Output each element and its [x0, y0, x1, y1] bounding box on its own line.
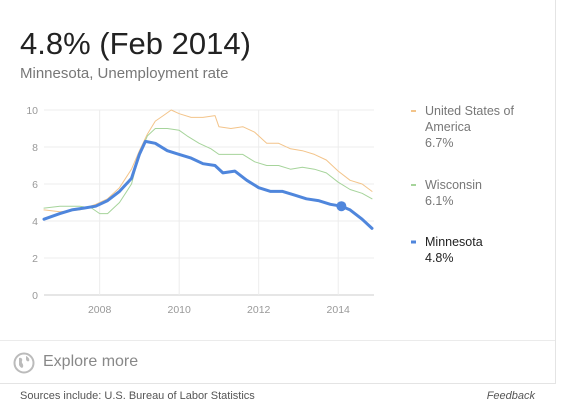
result-card: 4.8% (Feb 2014) Minnesota, Unemployment …: [0, 0, 556, 384]
legend-name-2: Wisconsin: [425, 178, 482, 192]
y-tick-label: 8: [32, 142, 38, 154]
series-line-2: [43, 128, 373, 215]
series-line-1: [43, 109, 373, 213]
x-tick-label: 2014: [327, 304, 351, 316]
legend-name-1: United States of America: [425, 104, 514, 134]
x-tick-label: 2012: [247, 304, 271, 316]
sources-text: Sources include: U.S. Bureau of Labor St…: [20, 390, 255, 402]
y-tick-label: 6: [32, 179, 38, 191]
y-tick-label: 10: [26, 105, 38, 117]
page-title: 4.8% (Feb 2014): [20, 26, 251, 61]
feedback-link[interactable]: Feedback: [486, 390, 535, 402]
globe-icon: [13, 352, 35, 374]
highlight-point: [336, 201, 347, 212]
y-tick-label: 4: [32, 216, 38, 228]
page-subtitle: Minnesota, Unemployment rate: [20, 65, 229, 82]
legend-value-3: 4.8%: [425, 251, 454, 265]
x-tick-label: 2010: [168, 304, 192, 316]
unemployment-chart[interactable]: 0 2 4 6 8 10 2008 2010 2012 2014 United States of A…: [0, 96, 555, 326]
legend-name-3: Minnesota: [425, 235, 483, 249]
series-line-3: [42, 139, 374, 230]
y-tick-label: 2: [32, 253, 38, 265]
y-tick-label: 0: [32, 290, 38, 302]
explore-more-row[interactable]: Explore more: [0, 340, 555, 383]
legend-value-1: 6.7%: [425, 136, 454, 150]
legend-value-2: 6.1%: [425, 194, 454, 208]
explore-more-link[interactable]: Explore more: [43, 353, 139, 370]
x-tick-label: 2008: [88, 304, 112, 316]
